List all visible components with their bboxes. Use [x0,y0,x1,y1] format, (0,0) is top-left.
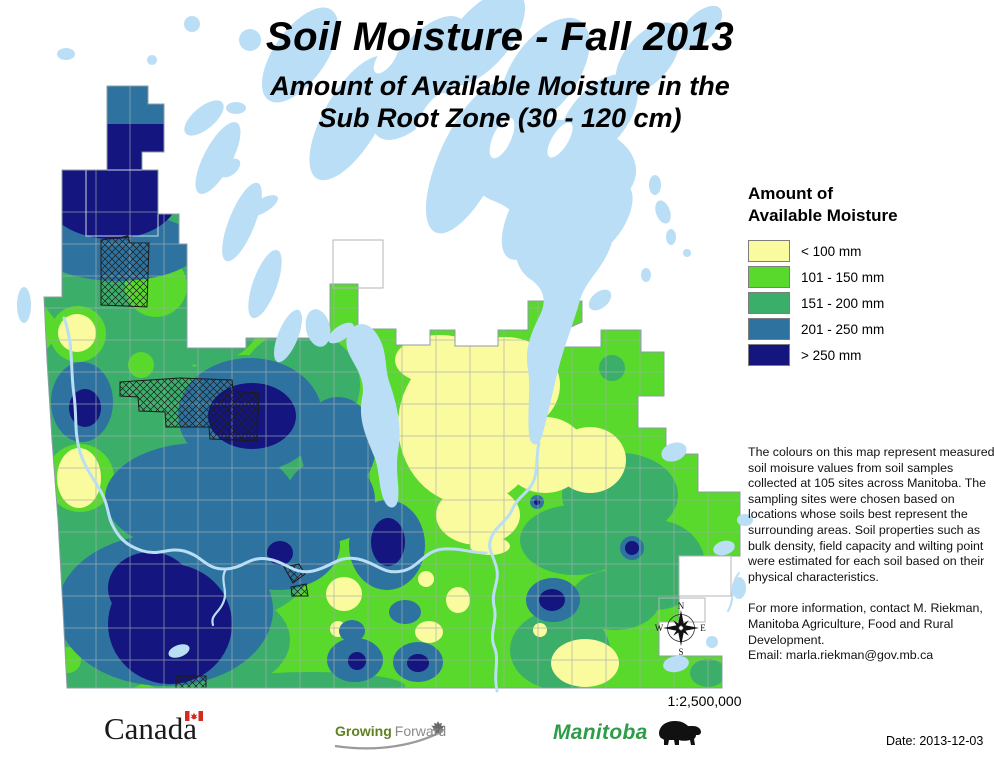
contact-text: For more information, contact M. Riekman… [748,601,983,647]
legend-swatch-gt-250 [748,344,790,366]
map-legend: Amount of Available Moisture < 100 mm 10… [748,183,990,366]
canada-flag-icon [184,711,203,721]
compass-w-label: W [655,623,664,633]
legend-item: 201 - 250 mm [748,318,990,340]
legend-title-line2: Available Moisture [748,206,898,225]
growing-text: Growing [335,723,392,739]
legend-swatch-151-200 [748,292,790,314]
growing-forward-logo: Growing Forward [333,718,453,750]
legend-label: 151 - 200 mm [801,295,885,311]
legend-label: 201 - 250 mm [801,321,885,337]
page-subtitle-line2: Sub Root Zone (30 - 120 cm) [318,103,682,133]
map-notes: The colours on this map represent measur… [748,445,994,664]
contact-email: Email: marla.riekman@gov.mb.ca [748,648,934,663]
title-block: Soil Moisture - Fall 2013 Amount of Avai… [205,14,795,134]
island-holes [373,42,573,159]
page-subtitle-line1: Amount of Available Moisture in the [270,71,730,101]
legend-label: > 250 mm [801,347,862,363]
legend-label: 101 - 150 mm [801,269,885,285]
compass-rose: N E S W [655,601,707,657]
date-label: Date: 2013-12-03 [886,734,984,748]
legend-swatch-101-150 [748,266,790,288]
page-title: Soil Moisture - Fall 2013 [265,15,735,59]
legend-title-line1: Amount of [748,184,833,203]
rivers-layer [62,316,740,693]
legend-swatch-201-250 [748,318,790,340]
legend-item: > 250 mm [748,344,990,366]
compass-s-label: S [678,647,683,657]
compass-n-label: N [678,601,685,611]
legend-item: 101 - 150 mm [748,266,990,288]
lakes-layer [17,0,753,673]
bison-icon [658,721,701,745]
legend-label: < 100 mm [801,243,862,259]
hatched-area [100,235,309,688]
notes-contact: For more information, contact M. Riekman… [748,601,994,663]
legend-title: Amount of Available Moisture [748,183,990,227]
manitoba-wordmark-text: Manitoba [553,721,648,744]
forward-text: Forward [394,723,447,739]
growing-forward-text: Growing Forward [335,723,446,741]
canada-wordmark-logo: Canada [104,711,203,747]
growing-forward-swoosh-leaf-icon [334,721,445,750]
legend-swatch-lt-100 [748,240,790,262]
compass-e-label: E [700,623,706,633]
manitoba-logo: Manitoba [553,718,705,748]
notes-paragraph: The colours on this map represent measur… [748,445,994,584]
legend-item: 151 - 200 mm [748,292,990,314]
canada-wordmark-text: Canada [104,711,197,746]
map-scale: 1:2,500,000 [667,693,742,709]
legend-item: < 100 mm [748,240,990,262]
